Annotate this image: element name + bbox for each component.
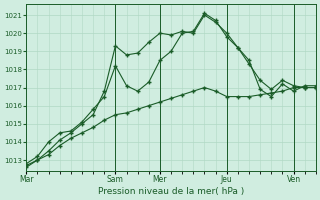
X-axis label: Pression niveau de la mer( hPa ): Pression niveau de la mer( hPa ) — [98, 187, 244, 196]
